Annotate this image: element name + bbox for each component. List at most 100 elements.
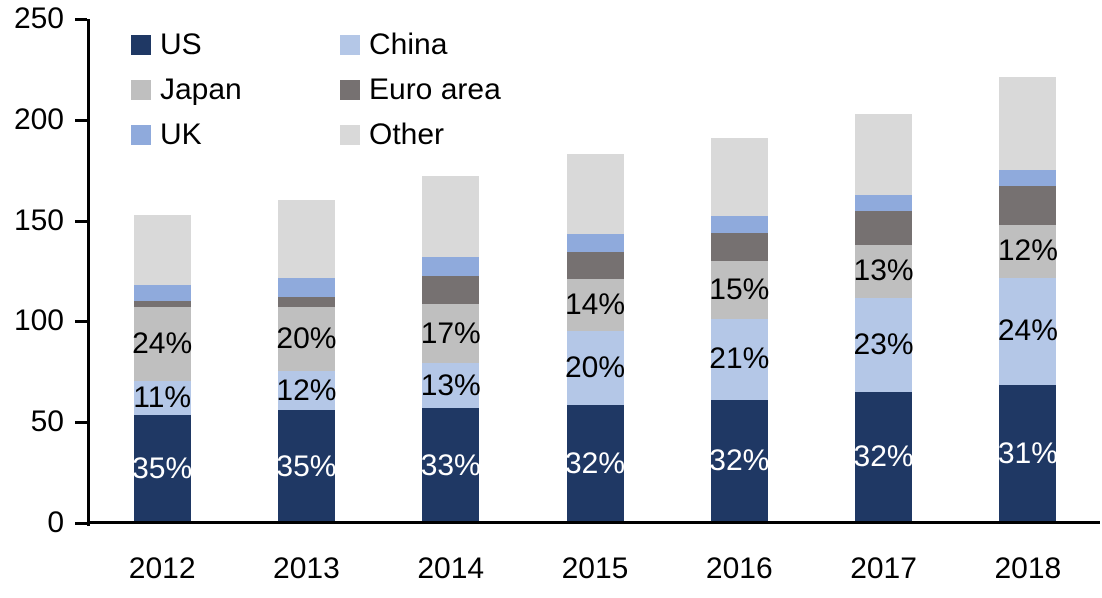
legend-item-other: Other bbox=[340, 118, 501, 151]
china-swatch-icon bbox=[340, 35, 360, 55]
bar-segment-china-2012: 11% bbox=[133, 381, 192, 415]
bar-value-label: 35% bbox=[276, 449, 337, 483]
y-tick-mark bbox=[75, 118, 87, 122]
bar-2018: 31% 24% 12% bbox=[997, 77, 1058, 523]
legend-item-china: China bbox=[340, 28, 501, 61]
bar-value-label: 20% bbox=[276, 322, 337, 356]
bar-value-label: 21% bbox=[709, 342, 770, 376]
bar-segment-china-2016: 21% bbox=[709, 318, 770, 400]
y-tick-mark bbox=[75, 219, 87, 223]
legend-label-us: US bbox=[160, 28, 202, 61]
bar-segment-uk-2017 bbox=[855, 194, 913, 211]
bar-segment-euro-area-2013 bbox=[277, 296, 335, 307]
bar-value-label: 20% bbox=[564, 350, 626, 384]
legend-item-uk: UK bbox=[131, 118, 340, 151]
bar-value-label: 31% bbox=[997, 436, 1058, 470]
bar-segment-euro-area-2017 bbox=[855, 210, 913, 245]
bar-segment-japan-2016: 15% bbox=[709, 261, 770, 319]
x-tick-label-2017: 2017 bbox=[850, 552, 917, 585]
legend-label-other: Other bbox=[369, 118, 445, 151]
bar-segment-china-2015: 20% bbox=[564, 331, 626, 405]
bar-segment-japan-2012: 24% bbox=[132, 307, 193, 382]
bar-segment-other-2018 bbox=[999, 77, 1057, 170]
bar-segment-other-2015 bbox=[566, 154, 624, 234]
bar-segment-japan-2015: 14% bbox=[564, 279, 626, 332]
bar-segment-us-2016: 32% bbox=[709, 399, 770, 523]
bar-segment-us-2015: 32% bbox=[564, 404, 626, 523]
bar-2013: 35% 12% 20% bbox=[276, 200, 337, 523]
bar-segment-other-2016 bbox=[710, 137, 768, 216]
bar-2015: 32% 20% 14% bbox=[564, 154, 626, 523]
x-tick-label-2012: 2012 bbox=[128, 552, 196, 585]
bar-segment-china-2013: 12% bbox=[276, 371, 337, 411]
x-tick-label-2018: 2018 bbox=[994, 552, 1062, 585]
x-tick-label-2014: 2014 bbox=[417, 552, 485, 585]
bar-value-label: 32% bbox=[709, 444, 770, 478]
bar-segment-japan-2014: 17% bbox=[420, 304, 481, 364]
bar-segment-other-2017 bbox=[855, 113, 913, 195]
bar-segment-japan-2013: 20% bbox=[276, 306, 337, 372]
bar-segment-euro-area-2014 bbox=[422, 275, 480, 305]
bar-value-label: 15% bbox=[709, 273, 770, 307]
y-tick-label: 250 bbox=[13, 2, 64, 35]
x-tick-label-2016: 2016 bbox=[705, 552, 773, 585]
bar-value-label: 13% bbox=[420, 368, 481, 402]
bar-segment-us-2013: 35% bbox=[276, 410, 337, 523]
euro-area-swatch-icon bbox=[340, 80, 360, 100]
x-tick-label-2015: 2015 bbox=[561, 552, 629, 585]
y-axis-line bbox=[87, 19, 90, 526]
bar-value-label: 17% bbox=[420, 316, 481, 350]
other-swatch-icon bbox=[340, 125, 360, 145]
bar-value-label: 24% bbox=[997, 314, 1058, 348]
us-swatch-icon bbox=[131, 35, 151, 55]
japan-swatch-icon bbox=[131, 80, 151, 100]
bar-value-label: 33% bbox=[420, 448, 481, 482]
bar-value-label: 32% bbox=[564, 446, 626, 480]
bar-value-label: 12% bbox=[276, 373, 337, 407]
bar-value-label: 24% bbox=[132, 327, 193, 361]
bar-segment-uk-2012 bbox=[133, 285, 191, 301]
y-tick-mark bbox=[75, 522, 87, 525]
bar-2017: 32% 23% 13% bbox=[853, 113, 914, 523]
legend-label-euro-area: Euro area bbox=[369, 73, 501, 106]
bar-segment-euro-area-2016 bbox=[710, 232, 768, 262]
bar-segment-japan-2018: 12% bbox=[997, 224, 1058, 279]
bar-value-label: 35% bbox=[132, 451, 193, 485]
legend-label-japan: Japan bbox=[160, 73, 242, 106]
bar-segment-us-2012: 35% bbox=[132, 414, 193, 523]
bar-segment-euro-area-2018 bbox=[999, 185, 1057, 225]
bar-value-label: 11% bbox=[133, 381, 192, 414]
legend-item-euro-area: Euro area bbox=[340, 73, 501, 106]
bar-segment-other-2013 bbox=[277, 200, 335, 279]
bar-value-label: 23% bbox=[853, 327, 914, 361]
bar-segment-euro-area-2012 bbox=[133, 300, 191, 308]
bar-segment-china-2018: 24% bbox=[997, 278, 1058, 385]
bar-segment-uk-2016 bbox=[710, 215, 768, 233]
bar-2014: 33% 13% 17% bbox=[420, 176, 481, 523]
bar-segment-china-2014: 13% bbox=[420, 363, 481, 409]
legend-label-china: China bbox=[369, 28, 448, 61]
bar-segment-uk-2013 bbox=[277, 278, 335, 297]
y-tick-label: 50 bbox=[30, 405, 64, 439]
bar-segment-china-2017: 23% bbox=[853, 297, 914, 392]
bar-value-label: 13% bbox=[853, 254, 914, 288]
y-tick-label: 200 bbox=[13, 102, 64, 136]
bar-segment-uk-2018 bbox=[999, 170, 1057, 186]
y-tick-mark bbox=[75, 18, 87, 21]
legend: US China Japan Euro area UK Other bbox=[131, 28, 501, 151]
bar-segment-us-2017: 32% bbox=[853, 391, 914, 523]
bar-segment-euro-area-2015 bbox=[566, 251, 624, 280]
y-tick-label: 150 bbox=[13, 203, 64, 237]
x-tick-label-2013: 2013 bbox=[273, 552, 340, 585]
bar-segment-japan-2017: 13% bbox=[853, 244, 914, 298]
bar-segment-us-2014: 33% bbox=[420, 408, 481, 523]
bar-value-label: 32% bbox=[853, 440, 914, 474]
uk-swatch-icon bbox=[131, 125, 151, 145]
bar-value-label: 14% bbox=[564, 288, 626, 322]
bar-2016: 32% 21% 15% bbox=[709, 137, 770, 523]
legend-label-uk: UK bbox=[160, 118, 202, 151]
bar-segment-us-2018: 31% bbox=[997, 384, 1058, 523]
bar-value-label: 12% bbox=[997, 234, 1058, 268]
bar-2012: 35% 11% 24% bbox=[132, 214, 193, 523]
